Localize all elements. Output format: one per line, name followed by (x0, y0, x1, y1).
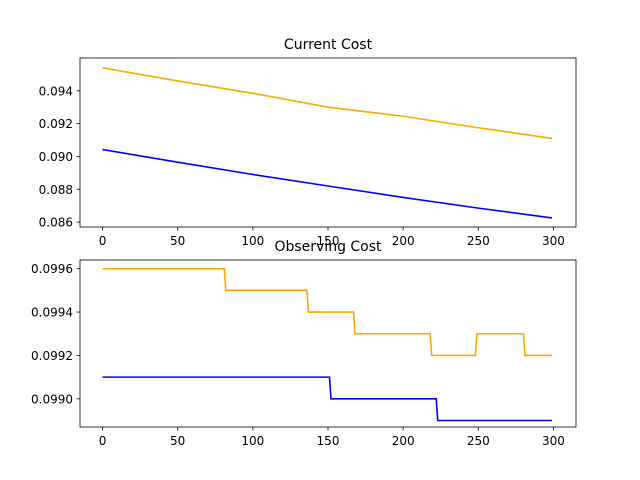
y-tick-label: 0.0990 (31, 392, 73, 406)
axes-frame (79, 259, 577, 428)
y-axis: 0.086 0.088 0.090 0.092 0.094 (39, 84, 80, 230)
x-tick-label: 100 (241, 434, 264, 448)
x-tick-label: 150 (317, 234, 340, 248)
y-tick-label: 0.088 (39, 183, 73, 197)
y-tick-label: 0.0992 (31, 349, 73, 363)
y-tick-label: 0.0994 (31, 306, 73, 320)
y-tick-label: 0.092 (39, 117, 73, 131)
x-tick-label: 50 (170, 434, 185, 448)
x-tick-label: 200 (392, 434, 415, 448)
y-tick-label: 0.090 (39, 150, 73, 164)
series-line-1 (102, 267, 552, 357)
x-tick-label: 300 (542, 234, 565, 248)
x-tick-label: 200 (392, 234, 415, 248)
x-tick-label: 300 (542, 434, 565, 448)
axes-frame (79, 57, 577, 228)
x-axis: 0 50 100 150 200 250 300 (99, 427, 565, 448)
x-tick-label: 50 (170, 234, 185, 248)
y-tick-label: 0.094 (39, 84, 73, 98)
x-tick-label: 0 (99, 434, 107, 448)
y-tick-label: 0.086 (39, 216, 73, 230)
series-layer (102, 67, 553, 219)
series-line-1 (102, 67, 553, 140)
y-axis: 0.0990 0.0992 0.0994 0.0996 (31, 262, 80, 406)
y-tick-label: 0.0996 (31, 262, 73, 276)
current-cost-chart: Current Cost 0.086 0.088 0.090 0.092 0.094 0… (39, 37, 577, 248)
x-axis: 0 50 100 150 200 250 300 (99, 227, 565, 248)
x-tick-label: 0 (99, 234, 107, 248)
chart-title: Current Cost (284, 37, 373, 53)
x-tick-label: 250 (467, 434, 490, 448)
series-line-2 (102, 148, 553, 219)
x-tick-label: 150 (317, 434, 340, 448)
series-layer (102, 267, 552, 422)
x-tick-label: 250 (467, 234, 490, 248)
series-line-2 (102, 376, 552, 422)
chart-title: Observing Cost (274, 239, 382, 255)
observing-cost-chart: Observing Cost 0.09900.09920.09940.0996 … (31, 239, 577, 448)
x-tick-label: 100 (241, 234, 264, 248)
